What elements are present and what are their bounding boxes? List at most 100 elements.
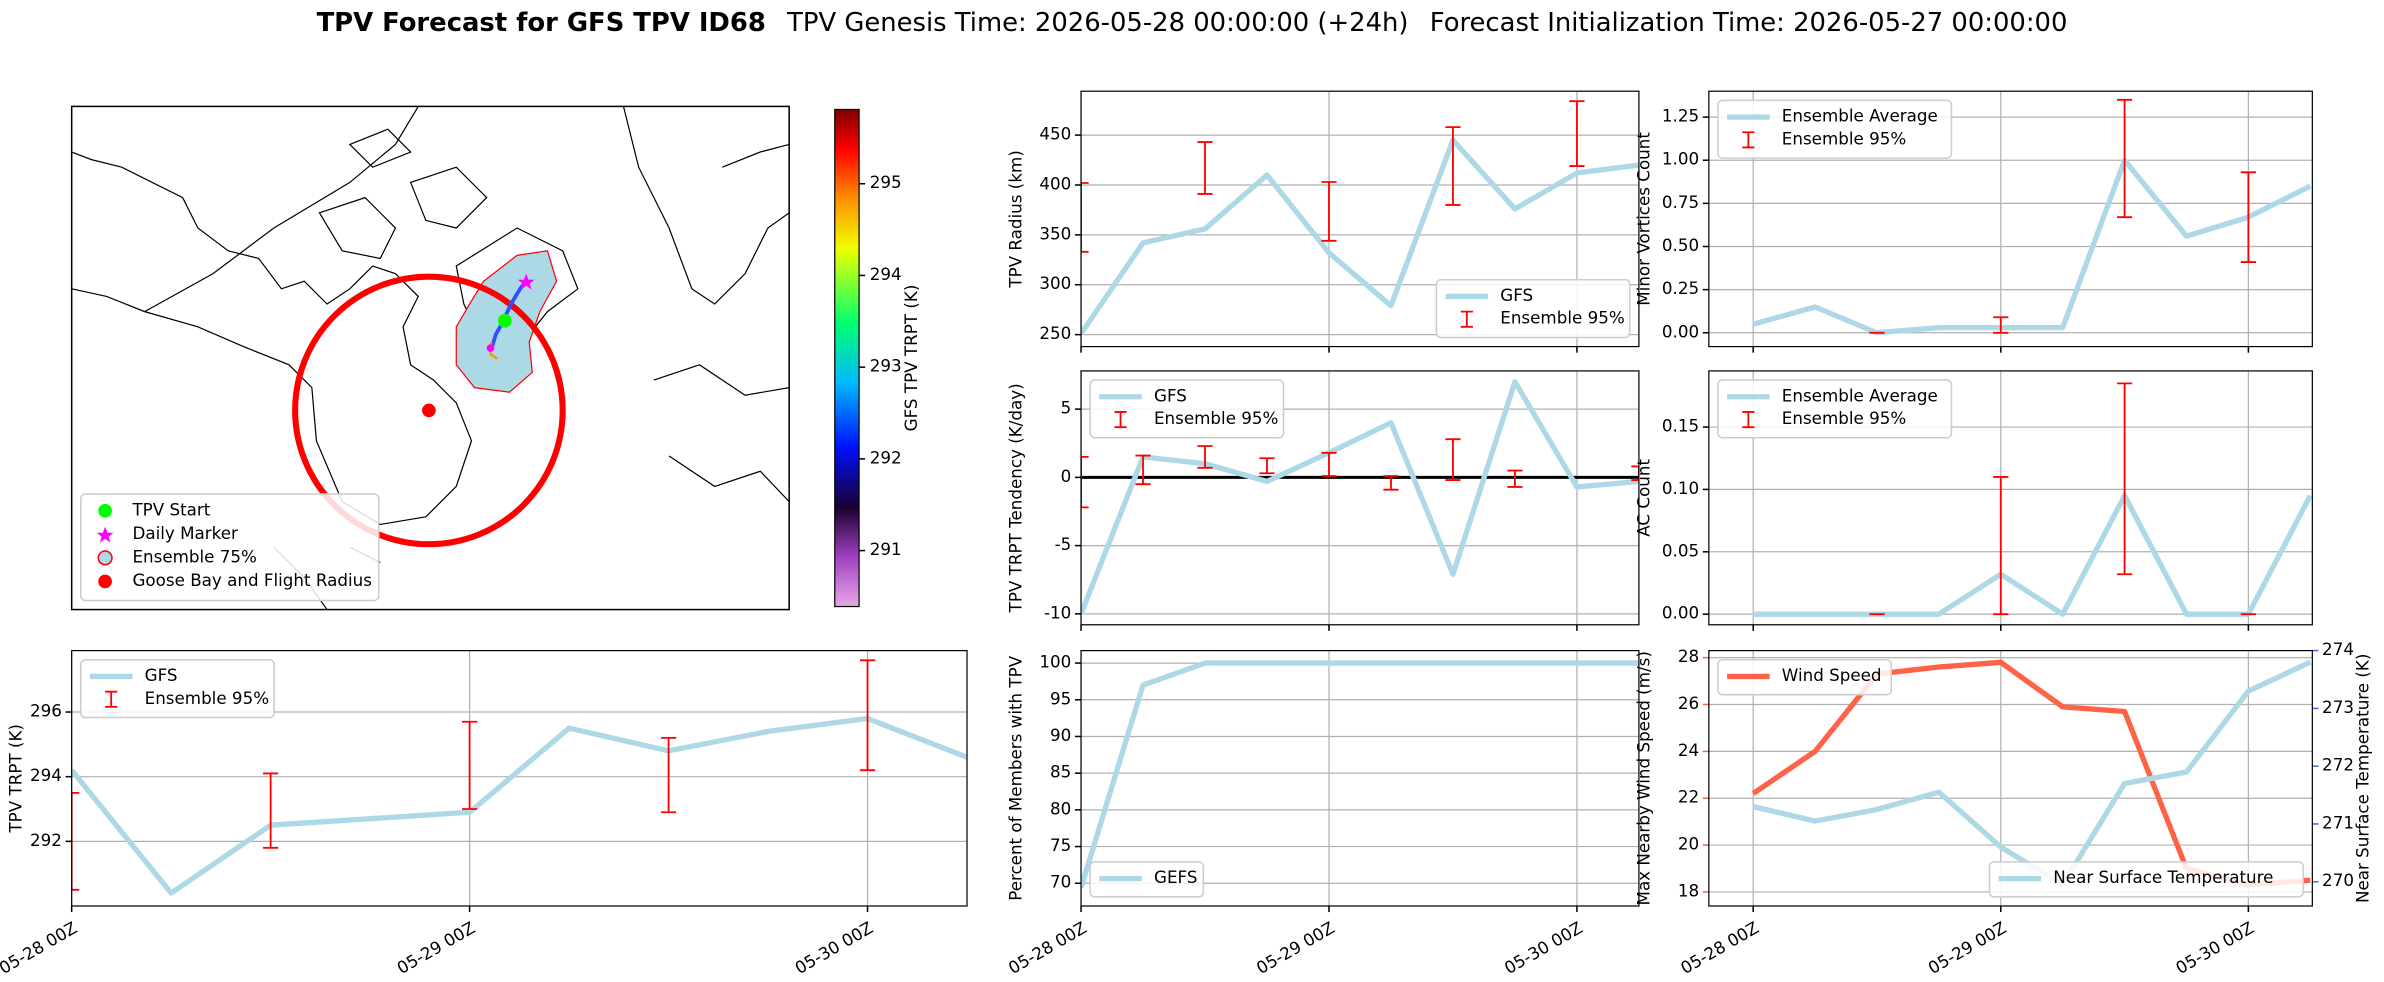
error-bar: [1081, 455, 1089, 509]
legend-label: Near Surface Temperature: [2053, 867, 2273, 887]
error-bar: [2116, 98, 2133, 219]
series-line: [1081, 660, 1639, 889]
y-tick-label: 20: [1678, 834, 1699, 854]
error-bar: [1507, 469, 1523, 488]
y-tick-label: 450: [1039, 124, 1071, 144]
error-bar: [1081, 182, 1089, 253]
series-line: [1081, 137, 1639, 336]
y-tick-label: 5: [1061, 398, 1072, 418]
y-tick-label: 0.10: [1662, 478, 1699, 498]
error-bar: [1445, 126, 1461, 206]
error-bar: [1993, 316, 2009, 334]
legend-swatch: [98, 503, 112, 518]
error-bar: [1993, 476, 2009, 616]
y-tick-label: 18: [1678, 880, 1699, 900]
y-tick-label: 22: [1678, 787, 1699, 807]
legend-swatch: [1114, 411, 1127, 429]
legend-label: Daily Marker: [132, 523, 238, 543]
x-tick-label: 05-29 00Z: [393, 917, 478, 978]
x-tick-label: 05-28 00Z: [0, 917, 80, 978]
axes-frame: [71, 650, 968, 907]
series-line: [1751, 659, 2311, 888]
legend-label: Goose Bay and Flight Radius: [132, 570, 371, 590]
y-tick-label: 270: [2322, 870, 2354, 890]
plot-area: [1081, 91, 1639, 347]
y-tick-label: 80: [1050, 798, 1071, 818]
colorbar-tick-label: 292: [870, 447, 902, 467]
title-genesis: TPV Genesis Time: 2026-05-28 00:00:00 (+…: [786, 7, 1408, 37]
y-axis-label: AC Count: [1633, 459, 1653, 537]
y-tick-label: 0.00: [1662, 321, 1699, 341]
legend-swatch: [1460, 310, 1473, 328]
legend: Ensemble Average Ensemble 95%: [1717, 379, 1953, 439]
legend-swatch: [96, 526, 114, 543]
y-tick-label: 1.25: [1662, 106, 1699, 126]
y-tick-label: 294: [30, 765, 62, 785]
y-tick-label: 70: [1050, 872, 1071, 892]
goose-bay: [422, 403, 436, 418]
y-axis-label: Minor Vortices Count: [1633, 132, 1653, 306]
legend: GFS Ensemble 95%: [1435, 278, 1631, 339]
legend-swatch: [1742, 131, 1755, 149]
axes-frame: [1080, 370, 1640, 626]
series-line: [1753, 492, 2313, 617]
x-tick-label: 05-28 00Z: [1677, 917, 1762, 978]
y-tick-label: 273: [2322, 697, 2354, 717]
series-line: [1081, 379, 1639, 615]
y-axis-label: TPV TRPT Tendency (K/day): [1006, 383, 1026, 613]
y-tick-label: 300: [1039, 273, 1071, 293]
x-tick-label: 05-30 00Z: [2172, 917, 2257, 978]
error-bar: [660, 736, 677, 814]
coastline: [71, 151, 473, 526]
y-tick-label: 350: [1039, 223, 1071, 243]
islands: [318, 128, 488, 260]
y-tick-label: 296: [30, 701, 62, 721]
axes-frame: [1708, 370, 2313, 626]
legend-box: [80, 493, 380, 602]
y-tick-label: -5: [1055, 534, 1072, 554]
daily-marker: [486, 344, 495, 352]
legend-label: GFS: [145, 665, 178, 685]
y-tick-label: 0.00: [1662, 603, 1699, 623]
error-bar: [1321, 181, 1337, 242]
legend-label: Ensemble 95%: [1500, 308, 1624, 328]
y-tick-label: 0.05: [1662, 540, 1699, 560]
legend-label: Ensemble Average: [1782, 106, 1938, 126]
y-tick-label: 24: [1678, 740, 1699, 760]
europe-coast: [622, 106, 790, 503]
error-bar: [1569, 100, 1585, 167]
flight-radius: [292, 273, 566, 548]
error-bar: [859, 659, 876, 772]
x-tick-label: 05-30 00Z: [1501, 917, 1586, 978]
colorbar-label: GFS TPV TRPT (K): [901, 285, 921, 432]
legend-box: [1988, 861, 2304, 898]
legend-label: Ensemble 95%: [1782, 408, 1906, 428]
y-tick-label: 26: [1678, 693, 1699, 713]
error-bar: [1445, 438, 1461, 482]
y-tick-label: 0.50: [1662, 235, 1699, 255]
error-bar: [1631, 465, 1639, 482]
y-tick-label: 274: [2322, 639, 2354, 659]
tpv-track: [489, 280, 528, 351]
legend-label: TPV Start: [131, 499, 210, 519]
plot-area: [1708, 370, 2313, 625]
y-tick-label: 85: [1050, 762, 1071, 782]
legend-box: [1089, 861, 1205, 898]
y-tick-label: 95: [1050, 688, 1071, 708]
series-line: [1752, 659, 2312, 888]
error-bar: [2240, 171, 2256, 263]
series-line: [71, 715, 968, 896]
error-bar: [462, 720, 478, 810]
axes-frame: [1708, 650, 2313, 907]
error-bar: [1383, 475, 1399, 491]
legend-swatch: [98, 574, 112, 589]
y-tick-label: 100: [1039, 652, 1071, 672]
legend-label: Ensemble 95%: [1782, 128, 1906, 148]
legend-box: [1717, 99, 1953, 159]
colorbar-tick-label: 294: [870, 264, 902, 284]
x-tick-label: 05-29 00Z: [1253, 917, 1338, 978]
legend-box: [1717, 379, 1953, 439]
legend-label: Ensemble 95%: [1154, 408, 1278, 428]
error-bar: [1197, 445, 1213, 469]
y-tick-label: 272: [2322, 755, 2354, 775]
